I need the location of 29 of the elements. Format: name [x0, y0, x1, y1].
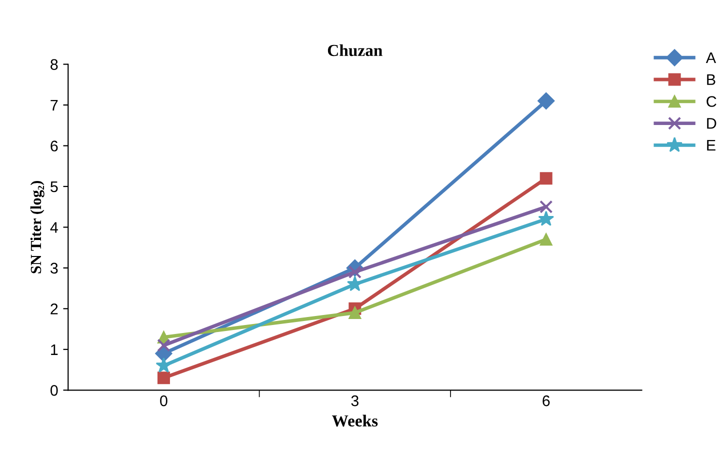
y-tick-label: 1	[51, 344, 58, 355]
point	[538, 92, 555, 110]
legend-label: B	[707, 74, 716, 85]
y-tick-label: 8	[50, 59, 58, 70]
point	[540, 200, 553, 214]
legend-label: E	[707, 140, 716, 151]
x-tick-label: 3	[351, 395, 358, 406]
legend-label: C	[706, 96, 716, 107]
point	[538, 210, 554, 226]
point	[540, 233, 552, 246]
point	[540, 172, 552, 185]
point	[157, 338, 170, 352]
x-axis-title: Weeks	[332, 414, 378, 427]
y-tick-label: 3	[50, 262, 58, 274]
y-tick-label: 6	[50, 140, 58, 152]
point	[348, 306, 362, 319]
y-axis-title: SN Titer (log₂)	[30, 181, 44, 274]
y-tick-label: 7	[50, 100, 58, 111]
legend-label: A	[706, 52, 716, 64]
point	[156, 357, 172, 373]
y-tick-label: 2	[50, 304, 58, 314]
x-tick-label: 0	[160, 395, 168, 406]
legend-label: D	[707, 118, 716, 129]
y-tick-label: 0	[50, 385, 58, 396]
y-tick-label: 4	[50, 222, 58, 233]
x-tick-label: 6	[542, 395, 550, 406]
chart-title: Chuzan	[328, 44, 382, 56]
point	[157, 372, 170, 384]
y-tick-label: 5	[50, 181, 58, 192]
